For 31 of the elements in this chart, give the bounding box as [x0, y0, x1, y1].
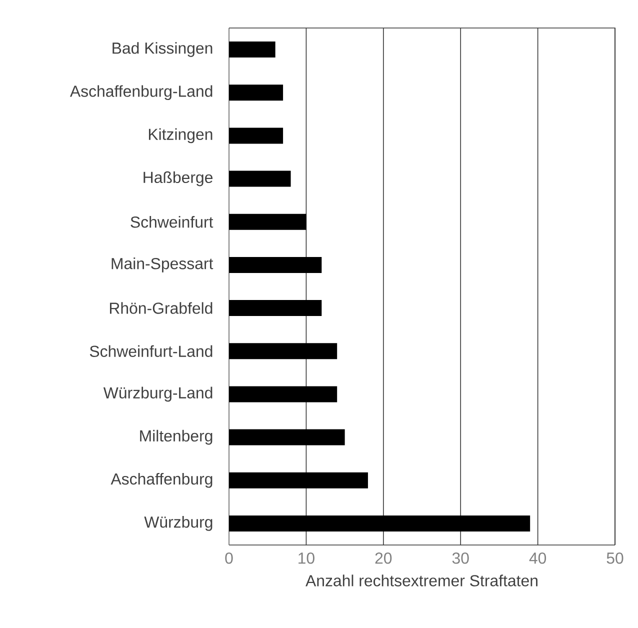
bar — [229, 386, 338, 402]
y-tick-label: Würzburg-Land — [103, 386, 212, 402]
y-tick-label: Schweinfurt — [130, 216, 214, 228]
y-tick-label: Main-Spessart — [112, 258, 214, 272]
y-tick-label: Schweinfurt-Land — [90, 345, 212, 357]
bar — [229, 42, 276, 58]
y-tick-label: Haßberge — [144, 171, 213, 186]
x-axis-title: Anzahl rechtsextremer Straftaten — [306, 574, 538, 586]
bar — [229, 300, 322, 316]
x-tick-label: 0 — [225, 552, 233, 564]
x-tick-label: 20 — [375, 552, 392, 564]
bar — [229, 429, 345, 446]
y-tick-label: Rhön-Grabfeld — [110, 302, 212, 314]
x-tick-label: 10 — [298, 552, 314, 564]
x-tick-label: 50 — [606, 552, 624, 564]
bar — [229, 170, 291, 187]
x-tick-label: 40 — [529, 552, 546, 564]
bar — [229, 343, 338, 360]
y-tick-label: Bad Kissingen — [112, 42, 212, 57]
bar — [229, 472, 368, 488]
bar — [229, 84, 284, 101]
y-tick-label: Miltenberg — [140, 430, 212, 445]
y-tick-label: Aschaffenburg-Land — [70, 85, 212, 100]
y-tick-label: Aschaffenburg — [110, 472, 212, 488]
bar — [229, 214, 306, 230]
x-tick-label: 30 — [452, 552, 469, 564]
bar — [229, 256, 322, 273]
y-tick-label: Kitzingen — [148, 128, 212, 144]
bar — [229, 128, 284, 144]
y-tick-label: Würzburg — [144, 516, 212, 531]
bar — [229, 515, 530, 532]
